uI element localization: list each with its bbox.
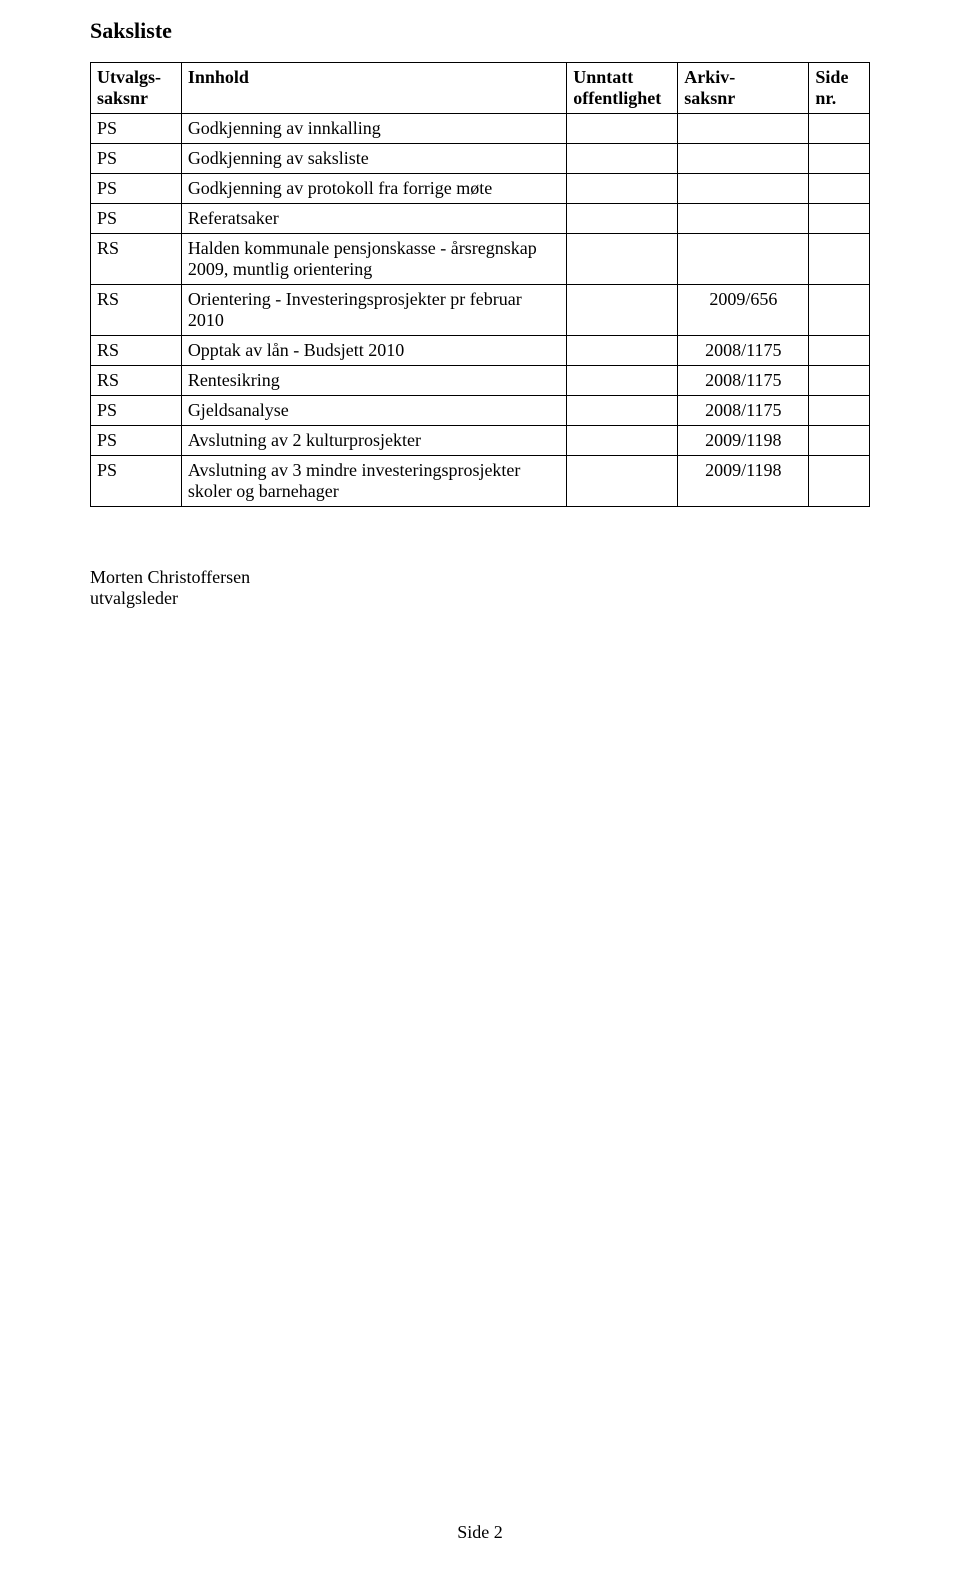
cell-arkiv: 2008/1175 — [678, 396, 809, 426]
header-side-nr: Side nr. — [809, 63, 870, 114]
header-text: Side — [815, 67, 848, 87]
cell-side — [809, 336, 870, 366]
cell-innhold: Godkjenning av protokoll fra forrige møt… — [181, 174, 566, 204]
table-header-row: Utvalgs- saksnr Innhold Unntatt offentli… — [91, 63, 870, 114]
table-row: PS Avslutning av 3 mindre investeringspr… — [91, 456, 870, 507]
table-row: PS Avslutning av 2 kulturprosjekter 2009… — [91, 426, 870, 456]
cell-arkiv: 2008/1175 — [678, 366, 809, 396]
cell-innhold: Avslutning av 3 mindre investeringsprosj… — [181, 456, 566, 507]
table-row: PS Referatsaker — [91, 204, 870, 234]
cell-saksnr: PS — [91, 426, 182, 456]
cell-unntatt — [567, 366, 678, 396]
cell-unntatt — [567, 456, 678, 507]
cell-saksnr: RS — [91, 285, 182, 336]
cell-saksnr: PS — [91, 204, 182, 234]
cell-saksnr: PS — [91, 456, 182, 507]
cell-saksnr: PS — [91, 396, 182, 426]
cell-unntatt — [567, 204, 678, 234]
cell-arkiv — [678, 204, 809, 234]
header-unntatt: Unntatt offentlighet — [567, 63, 678, 114]
table-row: PS Godkjenning av protokoll fra forrige … — [91, 174, 870, 204]
cell-innhold: Avslutning av 2 kulturprosjekter — [181, 426, 566, 456]
cell-side — [809, 204, 870, 234]
cell-arkiv — [678, 114, 809, 144]
header-utvalgssaksnr: Utvalgs- saksnr — [91, 63, 182, 114]
header-text: nr. — [815, 88, 836, 108]
header-text: saksnr — [97, 88, 148, 108]
table-row: PS Gjeldsanalyse 2008/1175 — [91, 396, 870, 426]
header-text: saksnr — [684, 88, 735, 108]
cell-side — [809, 456, 870, 507]
cell-saksnr: RS — [91, 366, 182, 396]
cell-unntatt — [567, 114, 678, 144]
cell-side — [809, 426, 870, 456]
signature-name: Morten Christoffersen — [90, 567, 870, 588]
cell-unntatt — [567, 234, 678, 285]
page-footer: Side 2 — [0, 1522, 960, 1543]
cell-saksnr: PS — [91, 114, 182, 144]
header-text: offentlighet — [573, 88, 661, 108]
cell-side — [809, 114, 870, 144]
cell-unntatt — [567, 336, 678, 366]
cell-innhold: Opptak av lån - Budsjett 2010 — [181, 336, 566, 366]
signature-block: Morten Christoffersen utvalgsleder — [90, 567, 870, 609]
cell-side — [809, 234, 870, 285]
saksliste-table: Utvalgs- saksnr Innhold Unntatt offentli… — [90, 62, 870, 507]
header-text: Utvalgs- — [97, 67, 161, 87]
cell-saksnr: RS — [91, 336, 182, 366]
cell-arkiv — [678, 144, 809, 174]
table-row: RS Orientering - Investeringsprosjekter … — [91, 285, 870, 336]
cell-side — [809, 174, 870, 204]
table-body: PS Godkjenning av innkalling PS Godkjenn… — [91, 114, 870, 507]
header-arkivsaksnr: Arkiv- saksnr — [678, 63, 809, 114]
cell-unntatt — [567, 174, 678, 204]
signature-role: utvalgsleder — [90, 588, 870, 609]
cell-side — [809, 144, 870, 174]
cell-unntatt — [567, 144, 678, 174]
page-title: Saksliste — [90, 18, 870, 44]
cell-side — [809, 285, 870, 336]
table-row: PS Godkjenning av innkalling — [91, 114, 870, 144]
header-text: Unntatt — [573, 67, 633, 87]
table-row: PS Godkjenning av saksliste — [91, 144, 870, 174]
cell-unntatt — [567, 396, 678, 426]
cell-innhold: Halden kommunale pensjonskasse - årsregn… — [181, 234, 566, 285]
table-row: RS Rentesikring 2008/1175 — [91, 366, 870, 396]
table-row: RS Halden kommunale pensjonskasse - årsr… — [91, 234, 870, 285]
cell-side — [809, 396, 870, 426]
cell-arkiv: 2009/1198 — [678, 456, 809, 507]
header-innhold: Innhold — [181, 63, 566, 114]
cell-arkiv — [678, 174, 809, 204]
cell-saksnr: RS — [91, 234, 182, 285]
cell-innhold: Referatsaker — [181, 204, 566, 234]
cell-innhold: Godkjenning av innkalling — [181, 114, 566, 144]
cell-innhold: Rentesikring — [181, 366, 566, 396]
cell-side — [809, 366, 870, 396]
header-text: Arkiv- — [684, 67, 735, 87]
cell-saksnr: PS — [91, 144, 182, 174]
cell-arkiv: 2009/656 — [678, 285, 809, 336]
cell-saksnr: PS — [91, 174, 182, 204]
table-row: RS Opptak av lån - Budsjett 2010 2008/11… — [91, 336, 870, 366]
page: Saksliste Utvalgs- saksnr Innhold Unntat… — [0, 0, 960, 1573]
cell-unntatt — [567, 426, 678, 456]
cell-innhold: Orientering - Investeringsprosjekter pr … — [181, 285, 566, 336]
cell-arkiv: 2008/1175 — [678, 336, 809, 366]
cell-arkiv — [678, 234, 809, 285]
cell-innhold: Gjeldsanalyse — [181, 396, 566, 426]
cell-innhold: Godkjenning av saksliste — [181, 144, 566, 174]
cell-unntatt — [567, 285, 678, 336]
cell-arkiv: 2009/1198 — [678, 426, 809, 456]
